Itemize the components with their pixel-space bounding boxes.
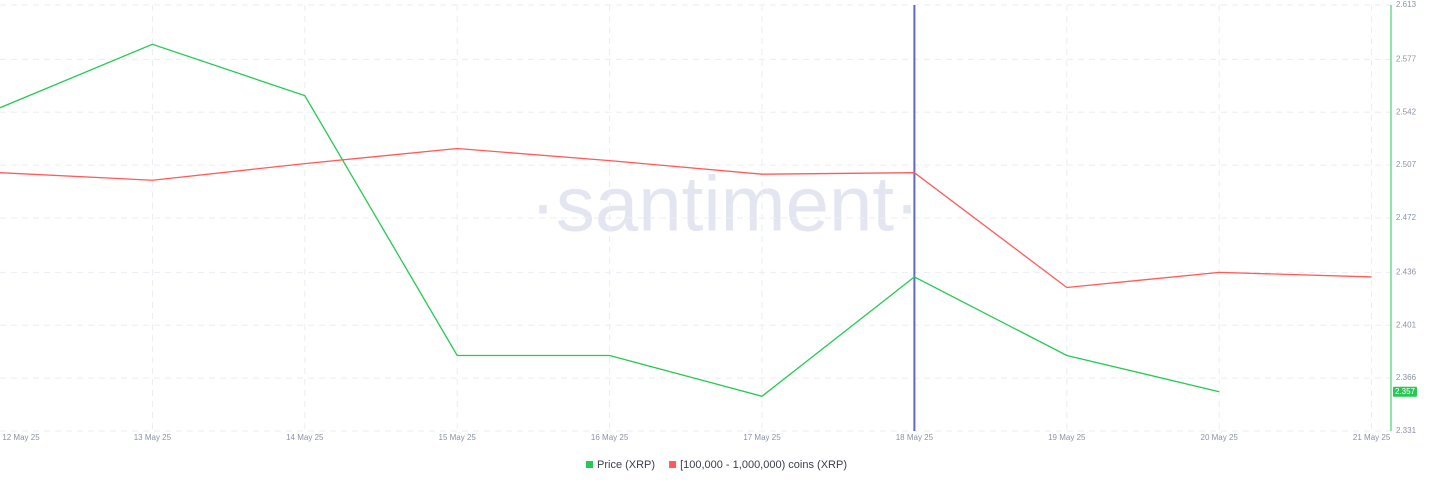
y-tick-label: 2.436	[1396, 267, 1417, 276]
y-tick-label: 2.542	[1396, 107, 1417, 116]
series-line	[0, 43, 1220, 397]
series-line	[0, 147, 1372, 289]
y-tick-label: 2.613	[1396, 0, 1417, 9]
legend-swatch	[586, 461, 593, 468]
last-value-label: 2.357	[1395, 387, 1416, 396]
x-tick-label: 20 May 25	[1201, 433, 1239, 442]
legend-swatch	[669, 461, 677, 468]
x-tick-label: 17 May 25	[743, 433, 781, 442]
y-tick-label: 2.507	[1396, 160, 1417, 169]
watermark: ·santiment·	[530, 160, 920, 248]
last-value-box	[1393, 386, 1417, 397]
x-tick-label: 14 May 25	[286, 433, 324, 442]
x-tick-label: 16 May 25	[591, 433, 629, 442]
x-tick-label: 12 May 25	[2, 433, 40, 442]
y-tick-label: 2.366	[1396, 373, 1417, 382]
x-tick-label: 15 May 25	[439, 433, 477, 442]
x-tick-label: 21 May 25	[1353, 433, 1391, 442]
x-tick-label: 19 May 25	[1048, 433, 1086, 442]
y-tick-label: 2.577	[1396, 54, 1417, 63]
x-tick-label: 18 May 25	[896, 433, 934, 442]
legend-label: Price (XRP)	[597, 459, 655, 471]
y-tick-label: 2.331	[1396, 426, 1417, 435]
x-tick-label: 13 May 25	[134, 433, 172, 442]
legend-label: [100,000 - 1,000,000) coins (XRP)	[680, 459, 847, 471]
y-tick-label: 2.401	[1396, 320, 1417, 329]
y-tick-label: 2.472	[1396, 213, 1417, 222]
